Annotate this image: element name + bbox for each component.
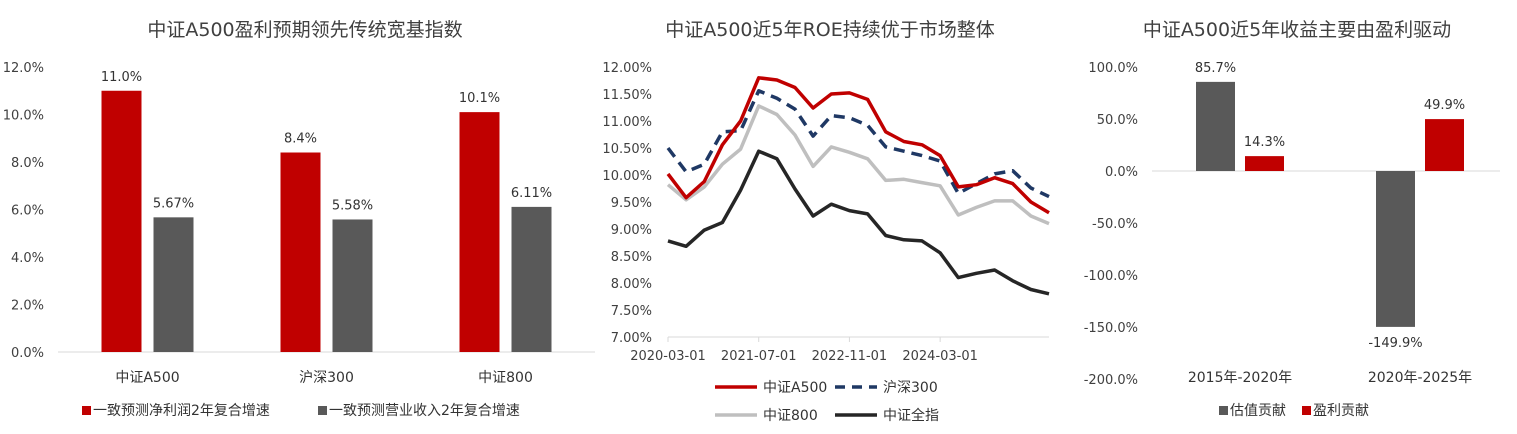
chart1-data-label: 5.58% [332,198,373,213]
chart2-legend-label: 中证800 [763,408,818,424]
chart2-xtick-label: 2021-07-01 [721,349,797,364]
chart1-legend-swatch [318,406,327,415]
chart1-title: 中证A500盈利预期领先传统宽基指数 [147,19,462,41]
chart1-data-label: 11.0% [101,70,142,85]
chart2-legend-label: 沪深300 [883,380,938,396]
chart2-ytick-label: 7.00% [611,331,652,346]
chart3-legend-label: 盈利贡献 [1313,403,1369,419]
chart1-bar [511,206,552,352]
chart3-bar [1425,119,1464,171]
chart3-data-label: 14.3% [1244,135,1285,150]
chart2-legend-label: 中证A500 [763,380,827,396]
chart3-bar [1196,81,1235,171]
chart1-legend-swatch [82,406,91,415]
chart2-ytick-label: 10.00% [602,169,652,184]
chart3-ytick-label: -150.0% [1084,321,1138,336]
chart3-legend-swatch [1219,406,1228,415]
chart3-legend-label: 估值贡献 [1230,403,1286,419]
chart1-bar [332,219,373,352]
chart3-ytick-label: -50.0% [1092,217,1138,232]
chart1-legend-label: 一致预测净利润2年复合增速 [93,402,270,419]
chart2-legend-label: 中证全指 [883,407,939,424]
chart2-ytick-label: 11.00% [602,115,652,130]
chart1-data-label: 10.1% [459,91,500,106]
chart3-data-label: -149.9% [1368,336,1422,351]
chart2-ytick-label: 10.50% [602,142,652,157]
chart2-ytick-label: 8.50% [611,250,652,265]
chart2-ytick-label: 11.50% [602,88,652,103]
chart3-data-label: 85.7% [1195,61,1236,76]
chart1-category-label: 中证800 [478,370,533,386]
chart3-ytick-label: 100.0% [1088,61,1138,76]
chart2-series-line [666,76,1050,215]
chart3-ytick-label: -100.0% [1084,269,1138,284]
chart1-ytick-label: 6.0% [11,204,44,219]
chart3-title: 中证A500近5年收益主要由盈利驱动 [1143,19,1451,41]
chart1-ytick-label: 0.0% [11,346,44,361]
chart3-ytick-label: -200.0% [1084,373,1138,388]
chart3-bar [1245,156,1284,171]
chart3-bar [1376,171,1415,327]
chart2-series-line [666,104,1050,226]
chart1-ytick-label: 10.0% [3,109,44,124]
chart1-bar [153,217,194,352]
chart1-data-label: 6.11% [511,186,552,201]
chart1-ytick-label: 4.0% [11,251,44,266]
chart3-data-label: 49.9% [1424,98,1465,113]
chart1-ytick-label: 2.0% [11,299,44,314]
chart1-data-label: 8.4% [284,132,317,147]
chart1-bar [280,152,321,352]
chart2-ytick-label: 8.00% [611,277,652,292]
chart3-ytick-label: 0.0% [1105,165,1138,180]
chart2-ytick-label: 7.50% [611,304,652,319]
chart-roe-trend: 中证A500近5年ROE持续优于市场整体 7.00% 7.50% 8.00% 8.50%… [602,19,1050,424]
chart2-ytick-label: 9.50% [611,196,652,211]
chart3-ytick-label: 50.0% [1097,113,1138,128]
chart1-category-label: 沪深300 [299,370,354,386]
chart1-legend-label: 一致预测营业收入2年复合增速 [329,402,520,419]
chart1-bar [459,112,500,352]
chart2-ytick-label: 9.00% [611,223,652,238]
chart1-category-label: 中证A500 [115,370,179,386]
chart2-xtick-label: 2020-03-01 [630,349,706,364]
chart-return-attribution: 中证A500近5年收益主要由盈利驱动 -200.0% -150.0% -100.0% -… [1084,19,1500,419]
chart2-series-line [667,149,1050,296]
chart2-xtick-label: 2024-03-01 [902,349,978,364]
chart1-data-label: 5.67% [153,196,194,211]
chart-earnings-growth: 中证A500盈利预期领先传统宽基指数 0.0% 2.0% 4.0% 6.0% 8.0% 10… [3,19,595,419]
chart3-legend-swatch [1302,406,1311,415]
chart1-bar [101,90,142,352]
chart2-xtick-label: 2022-11-01 [812,349,888,364]
chart2-title: 中证A500近5年ROE持续优于市场整体 [665,19,995,41]
chart3-category-label: 2015年-2020年 [1188,370,1292,386]
chart1-ytick-label: 8.0% [11,156,44,171]
chart2-ytick-label: 12.00% [602,61,652,76]
chart3-category-label: 2020年-2025年 [1368,370,1472,386]
chart1-ytick-label: 12.0% [3,61,44,76]
